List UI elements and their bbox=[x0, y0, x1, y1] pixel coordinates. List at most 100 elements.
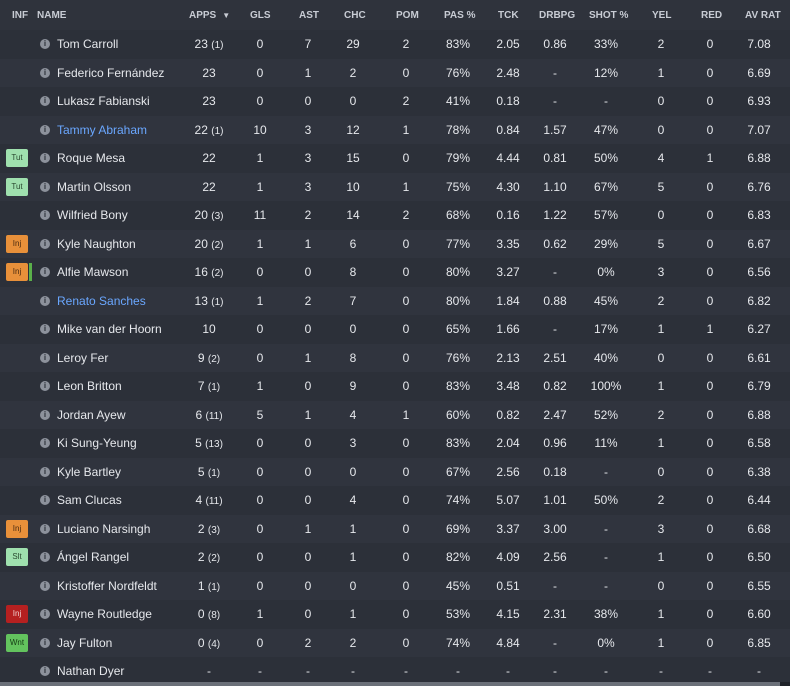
player-name[interactable]: Wilfried Bony bbox=[57, 208, 128, 222]
info-icon[interactable]: i bbox=[40, 324, 50, 334]
info-icon[interactable]: i bbox=[40, 381, 50, 391]
info-icon[interactable]: i bbox=[40, 238, 50, 249]
yellow-cards-cell: 2 bbox=[657, 493, 665, 507]
player-name[interactable]: Ki Sung-Yeung bbox=[57, 436, 137, 450]
col-header-name[interactable]: NAME bbox=[37, 10, 67, 21]
table-row[interactable]: Wnt i Jay Fulton 0 (4) 0 2 2 0 74% 4.84-0% 1 0 6.85 bbox=[0, 628, 790, 657]
table-row[interactable]: i Mike van der Hoorn 10 0 0 0 0 65% 1.66 - 17% 1 1 6.… bbox=[0, 315, 790, 344]
table-row[interactable]: i Renato Sanches 13 (1) 1 2 7 0 80% 1.84 0.88 45% 2… bbox=[0, 286, 790, 315]
info-icon[interactable]: i bbox=[40, 153, 50, 163]
info-icon[interactable]: i bbox=[40, 580, 50, 591]
table-row[interactable]: i Sam Clucas 4 (11) 0 0 4 0 74% 5.07 1.01 50% 2 0 6.4… bbox=[0, 486, 790, 515]
col-header-yel[interactable]: YEL bbox=[652, 10, 672, 21]
info-icon[interactable]: i bbox=[40, 210, 50, 220]
table-row[interactable]: Tut i Roque Mesa 22 1 3 15 0 79% 4.44 0.81 50% 4 1 6.8… bbox=[0, 144, 790, 173]
player-name[interactable]: Nathan Dyer bbox=[57, 664, 125, 678]
col-header-tck[interactable]: TCK bbox=[498, 10, 519, 21]
info-icon[interactable]: i bbox=[40, 352, 50, 363]
info-icon[interactable]: i bbox=[40, 96, 50, 106]
player-name[interactable]: Leroy Fer bbox=[57, 350, 109, 365]
info-icon[interactable]: i bbox=[40, 267, 50, 277]
info-icon[interactable]: i bbox=[40, 552, 50, 562]
info-icon[interactable]: i bbox=[40, 438, 50, 448]
info-icon[interactable]: i bbox=[40, 295, 50, 306]
col-header-chc[interactable]: CHC bbox=[344, 10, 366, 21]
player-name[interactable]: Martin Olsson bbox=[57, 179, 132, 194]
player-name[interactable]: Roque Mesa bbox=[57, 151, 126, 165]
player-name[interactable]: Kristoffer Nordfeldt bbox=[57, 578, 157, 593]
horizontal-scrollbar[interactable] bbox=[0, 682, 790, 686]
info-icon[interactable]: i bbox=[40, 609, 50, 619]
info-icon[interactable]: i bbox=[40, 466, 50, 477]
info-icon[interactable]: i bbox=[40, 39, 50, 49]
table-row[interactable]: Slt i Ángel Rangel 2 (2) 0 0 1 0 82% 4.09 2.56 - 1 0 6… bbox=[0, 543, 790, 572]
info-icon[interactable]: i bbox=[40, 67, 50, 78]
info-icon[interactable]: i bbox=[40, 409, 50, 420]
table-row[interactable]: i Jordan Ayew 6 (11) 5 1 4 1 60% 0.82 2.47 52% 2 0 6.… bbox=[0, 400, 790, 429]
table-row[interactable]: i Ki Sung-Yeung 5 (13) 0 0 3 0 83% 2.04 0.96 11% 1 0… bbox=[0, 429, 790, 458]
player-name[interactable]: Federico Fernández bbox=[57, 65, 165, 80]
col-header-gls[interactable]: GLS bbox=[250, 10, 271, 21]
table-row[interactable]: i Kyle Bartley 5 (1) 0 0 0 0 67% 2.56 0.18 - 0 0 6.38 bbox=[0, 457, 790, 487]
info-icon[interactable]: i bbox=[40, 495, 50, 505]
status-badge[interactable]: Wnt bbox=[6, 633, 28, 652]
inf-cell bbox=[0, 458, 30, 487]
table-row[interactable]: i Leon Britton 7 (1) 1 0 9 0 83% 3.48 0.82 100% 1 0 6… bbox=[0, 372, 790, 401]
info-icon[interactable]: i bbox=[40, 124, 50, 135]
info-icon[interactable]: i bbox=[40, 181, 50, 192]
player-name[interactable]: Luciano Narsingh bbox=[57, 521, 151, 536]
player-name[interactable]: Kyle Naughton bbox=[57, 236, 136, 251]
status-badge[interactable]: Slt bbox=[6, 548, 28, 566]
player-name[interactable]: Leon Britton bbox=[57, 379, 122, 393]
player-name[interactable]: Tammy Abraham bbox=[57, 122, 148, 137]
col-header-ast[interactable]: AST bbox=[299, 10, 319, 21]
table-row[interactable]: i Leroy Fer 9 (2) 0 1 8 0 76% 2.13 2.51 40% 0 0 6.61 bbox=[0, 343, 790, 372]
pass-pct-cell: 83% bbox=[445, 436, 471, 450]
col-header-apps[interactable]: APPS ▼ bbox=[189, 10, 230, 21]
col-header-inf[interactable]: INF bbox=[12, 10, 29, 21]
col-header-shot[interactable]: SHOT % bbox=[589, 10, 629, 21]
player-name[interactable]: Wayne Routledge bbox=[57, 607, 152, 621]
col-header-avrat[interactable]: AV RAT bbox=[745, 10, 781, 21]
yellow-cards-cell: 1 bbox=[657, 635, 665, 650]
player-name[interactable]: Jay Fulton bbox=[57, 635, 113, 650]
info-icon[interactable]: i bbox=[40, 666, 50, 676]
table-row[interactable]: i Tom Carroll 23 (1) 0 7 29 2 83% 2.05 0.86 33% 2 0 7… bbox=[0, 30, 790, 59]
player-name[interactable]: Mike van der Hoorn bbox=[57, 322, 162, 336]
col-header-pas[interactable]: PAS % bbox=[444, 10, 476, 21]
col-header-drbpg[interactable]: DRBPG bbox=[539, 10, 576, 21]
table-row[interactable]: i Federico Fernández 23 0 1 2 0 76% 2.48 - 12% 1 0 6.… bbox=[0, 58, 790, 87]
player-name[interactable]: Renato Sanches bbox=[57, 293, 146, 308]
table-row[interactable]: i Lukasz Fabianski 23 0 0 0 2 41% 0.18 - - 0 0 6.93 bbox=[0, 87, 790, 116]
player-name[interactable]: Kyle Bartley bbox=[57, 464, 122, 479]
assists-cell: 2 bbox=[304, 293, 312, 308]
player-name[interactable]: Alfie Mawson bbox=[57, 265, 129, 279]
status-badge[interactable]: Tut bbox=[6, 149, 28, 167]
player-name[interactable]: Lukasz Fabianski bbox=[57, 94, 150, 108]
table-row[interactable]: Inj i Luciano Narsingh 2 (3) 0 1 1 0 69% 3.37 3.00… bbox=[0, 514, 790, 543]
table-row[interactable]: i Wilfried Bony 20 (3) 11 2 14 2 68% 0.16 1.22 57%… bbox=[0, 201, 790, 230]
col-header-pom[interactable]: POM bbox=[396, 10, 419, 21]
status-badge[interactable]: Inj bbox=[6, 519, 28, 538]
table-row[interactable]: Inj i Wayne Routledge 0 (8) 1 0 1 0 53% 4.15 2.31 3… bbox=[0, 600, 790, 629]
player-name[interactable]: Tom Carroll bbox=[57, 37, 119, 51]
info-icon[interactable]: i bbox=[40, 523, 50, 534]
status-badge[interactable]: Tut bbox=[6, 177, 28, 196]
table-row[interactable]: Inj i Alfie Mawson 16 (2) 0 0 8 0 80% 3.27 - 0% 3 0 6.… bbox=[0, 258, 790, 287]
scrollbar-thumb[interactable] bbox=[0, 682, 780, 686]
info-icon[interactable]: i bbox=[40, 637, 50, 648]
player-name[interactable]: Sam Clucas bbox=[57, 493, 122, 507]
col-header-red[interactable]: RED bbox=[701, 10, 723, 21]
player-name[interactable]: Ángel Rangel bbox=[57, 550, 130, 564]
status-badge[interactable]: Inj bbox=[6, 605, 28, 623]
apps-starts: 20 bbox=[194, 208, 208, 222]
goals-cell: 0 bbox=[256, 493, 264, 507]
table-row[interactable]: Tut i Martin Olsson 22 1 3 10 1 75% 4.30 1.10 67% 5 0… bbox=[0, 172, 790, 201]
player-name[interactable]: Jordan Ayew bbox=[57, 407, 126, 422]
table-row[interactable]: i Nathan Dyer - - - - - - - - - - - - bbox=[0, 657, 790, 686]
table-row[interactable]: i Kristoffer Nordfeldt 1 (1) 0 0 0 0 45% 0.51 - - 0… bbox=[0, 571, 790, 600]
status-badge[interactable]: Inj bbox=[6, 263, 32, 281]
table-row[interactable]: i Tammy Abraham 22 (1) 10 3 12 1 78% 0.84 1.57 47%… bbox=[0, 115, 790, 144]
status-badge[interactable]: Inj bbox=[6, 234, 28, 253]
table-row[interactable]: Inj i Kyle Naughton 20 (2) 1 1 6 0 77% 3.35 0.62 29… bbox=[0, 229, 790, 258]
